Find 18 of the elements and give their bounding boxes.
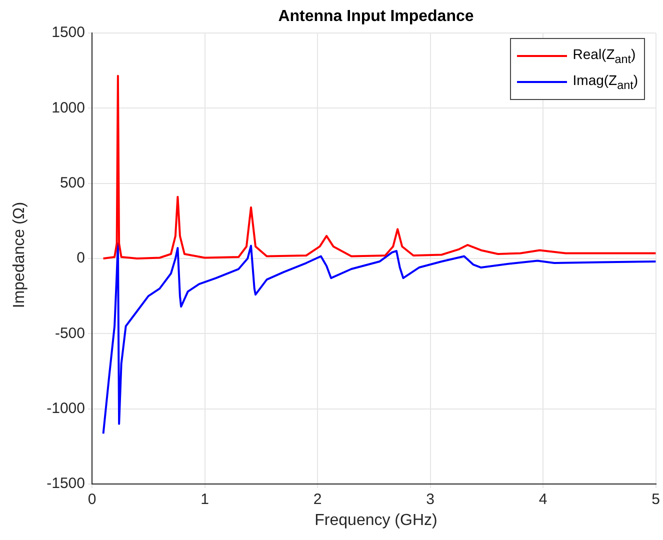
y-tick-label: 1500 xyxy=(52,24,85,42)
y-tick-label: 0 xyxy=(76,250,85,267)
chart-title: Antenna Input Impedance xyxy=(277,8,475,26)
legend-label: Real(Z$_{ant}$) xyxy=(572,46,636,66)
x-tick-label: 3 xyxy=(426,491,434,508)
y-tick-label: 1000 xyxy=(52,99,85,116)
y-tick-label: -1000 xyxy=(46,400,85,417)
x-tick-label: 2 xyxy=(313,491,322,508)
x-tick-label: 4 xyxy=(538,491,548,508)
legend-label: Imag(Z$_{ant}$) xyxy=(572,72,638,92)
y-tick-label: 500 xyxy=(60,174,85,192)
x-tick-label: 5 xyxy=(652,491,660,508)
y-tick-label: -1500 xyxy=(46,475,85,492)
y-axis-title: Impedance (Ω) xyxy=(11,200,29,310)
x-tick-label: 1 xyxy=(200,491,209,508)
x-tick-label: 0 xyxy=(88,491,96,508)
x-axis-title: Frequency (GHz) xyxy=(314,512,438,530)
y-tick-label: -500 xyxy=(54,324,85,342)
